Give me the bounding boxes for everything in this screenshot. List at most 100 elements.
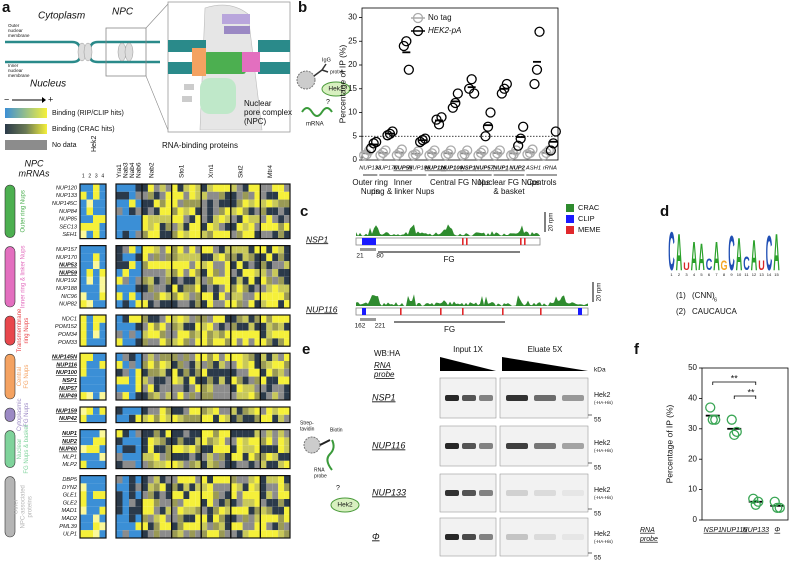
heatmap-cell bbox=[195, 429, 202, 438]
heatmap-cell bbox=[260, 322, 267, 331]
membrane-label: nuclear bbox=[8, 28, 23, 33]
group-label: FG Nups bbox=[24, 403, 30, 427]
heatmap-cell bbox=[93, 499, 100, 507]
data-point bbox=[705, 402, 716, 413]
tag-label: (-HA-His) bbox=[594, 400, 613, 405]
heatmap-cell bbox=[147, 284, 154, 293]
heatmap-cell bbox=[183, 514, 190, 523]
heatmap-cell bbox=[93, 429, 100, 438]
npc-label: (NPC) bbox=[244, 117, 267, 126]
heatmap-cell bbox=[129, 191, 136, 200]
band bbox=[534, 490, 556, 496]
heatmap-cell bbox=[195, 384, 202, 393]
data-point bbox=[501, 78, 512, 90]
probe-header: probe bbox=[373, 370, 395, 379]
icon-label: Strep- bbox=[300, 420, 314, 426]
heatmap-cell bbox=[207, 245, 214, 254]
heatmap-cell bbox=[207, 453, 214, 461]
gene-label: NUP157 bbox=[56, 247, 78, 253]
heatmap-cell bbox=[189, 191, 196, 200]
domain-label: FG bbox=[443, 255, 454, 264]
heatmap-cell bbox=[248, 207, 255, 216]
heatmap-cell bbox=[254, 223, 261, 231]
heatmap-cell bbox=[189, 414, 196, 423]
heatmap-cell bbox=[213, 322, 219, 331]
heatmap-cell bbox=[213, 276, 219, 285]
heatmap-cell bbox=[135, 353, 142, 361]
heatmap-cell bbox=[129, 261, 136, 269]
heatmap-cell bbox=[260, 437, 267, 446]
heatmap-cell bbox=[183, 245, 190, 254]
heatmap-cell bbox=[93, 453, 100, 461]
heatmap-cell bbox=[195, 437, 202, 446]
heatmap-cell bbox=[201, 191, 208, 200]
heatmap-cell bbox=[242, 199, 249, 208]
meme-motif bbox=[462, 238, 464, 245]
data-point bbox=[433, 119, 445, 130]
heatmap-cell bbox=[224, 376, 231, 385]
heatmap-cell bbox=[254, 322, 261, 331]
heatmap-cell bbox=[183, 483, 190, 492]
y-tick-label: 15 bbox=[348, 84, 357, 93]
heatmap-cell bbox=[142, 199, 148, 208]
heatmap-cell bbox=[165, 384, 172, 393]
heatmap-cell bbox=[80, 292, 87, 301]
heatmap-cell bbox=[93, 530, 100, 538]
heatmap-cell bbox=[236, 361, 243, 369]
heatmap-cell bbox=[248, 407, 255, 415]
heatmap-cell bbox=[218, 315, 225, 323]
group-label: & basket bbox=[493, 187, 525, 196]
heatmap-cell bbox=[147, 506, 154, 515]
heatmap-cell bbox=[230, 376, 237, 385]
heatmap-cell bbox=[230, 522, 237, 531]
heatmap-cell bbox=[135, 315, 142, 323]
heatmap-cell bbox=[201, 207, 208, 216]
heatmap-cell bbox=[129, 207, 136, 216]
heatmap-cell bbox=[224, 483, 231, 492]
heatmap-cell bbox=[254, 506, 261, 515]
heatmap-cell bbox=[201, 384, 208, 393]
heatmap-cell bbox=[116, 330, 123, 339]
heatmap-cell bbox=[177, 230, 184, 239]
heatmap-cell bbox=[80, 368, 87, 377]
data-point bbox=[398, 40, 409, 52]
protein-label: Nab4 bbox=[129, 162, 136, 178]
heatmap-cell bbox=[135, 368, 142, 377]
logo-letter: C bbox=[728, 225, 734, 281]
heatmap-cell bbox=[142, 384, 148, 393]
fragment-start: 21 bbox=[356, 253, 364, 260]
heatmap-cell bbox=[147, 269, 154, 277]
heatmap-cell bbox=[116, 184, 123, 192]
heatmap-frame bbox=[259, 314, 291, 347]
heatmap-cell bbox=[207, 322, 214, 331]
heatmap-cell bbox=[165, 300, 172, 308]
heatmap-cell bbox=[177, 499, 184, 507]
heatmap-cell bbox=[147, 414, 154, 423]
data-point bbox=[450, 97, 461, 109]
heatmap-cell bbox=[248, 276, 255, 285]
heatmap-cell bbox=[116, 245, 123, 254]
heatmap-cell bbox=[80, 215, 87, 223]
heatmap-cell bbox=[224, 215, 231, 223]
plot-frame bbox=[701, 367, 789, 521]
band bbox=[462, 443, 476, 449]
heatmap-cell bbox=[80, 322, 87, 331]
heatmap-row-title: NPC bbox=[24, 158, 44, 168]
heatmap-cell bbox=[213, 230, 219, 239]
heatmap-cell bbox=[142, 338, 148, 347]
heatmap-cell bbox=[147, 368, 154, 377]
heatmap-cell bbox=[177, 522, 184, 531]
heatmap-cell bbox=[284, 184, 290, 192]
heatmap-cell bbox=[242, 245, 249, 254]
heatmap-cell bbox=[147, 199, 154, 208]
heatmap-cell bbox=[284, 223, 290, 231]
heatmap-cell bbox=[195, 199, 202, 208]
legend-label: CRAC bbox=[578, 203, 600, 212]
heatmap-cell bbox=[86, 253, 93, 262]
heatmap-cell bbox=[99, 453, 106, 461]
heatmap-cell bbox=[135, 338, 142, 347]
heatmap-cell bbox=[213, 207, 219, 216]
heatmap-cell bbox=[213, 300, 219, 308]
heatmap-cell bbox=[218, 499, 225, 507]
domain-label: FG bbox=[444, 325, 455, 334]
